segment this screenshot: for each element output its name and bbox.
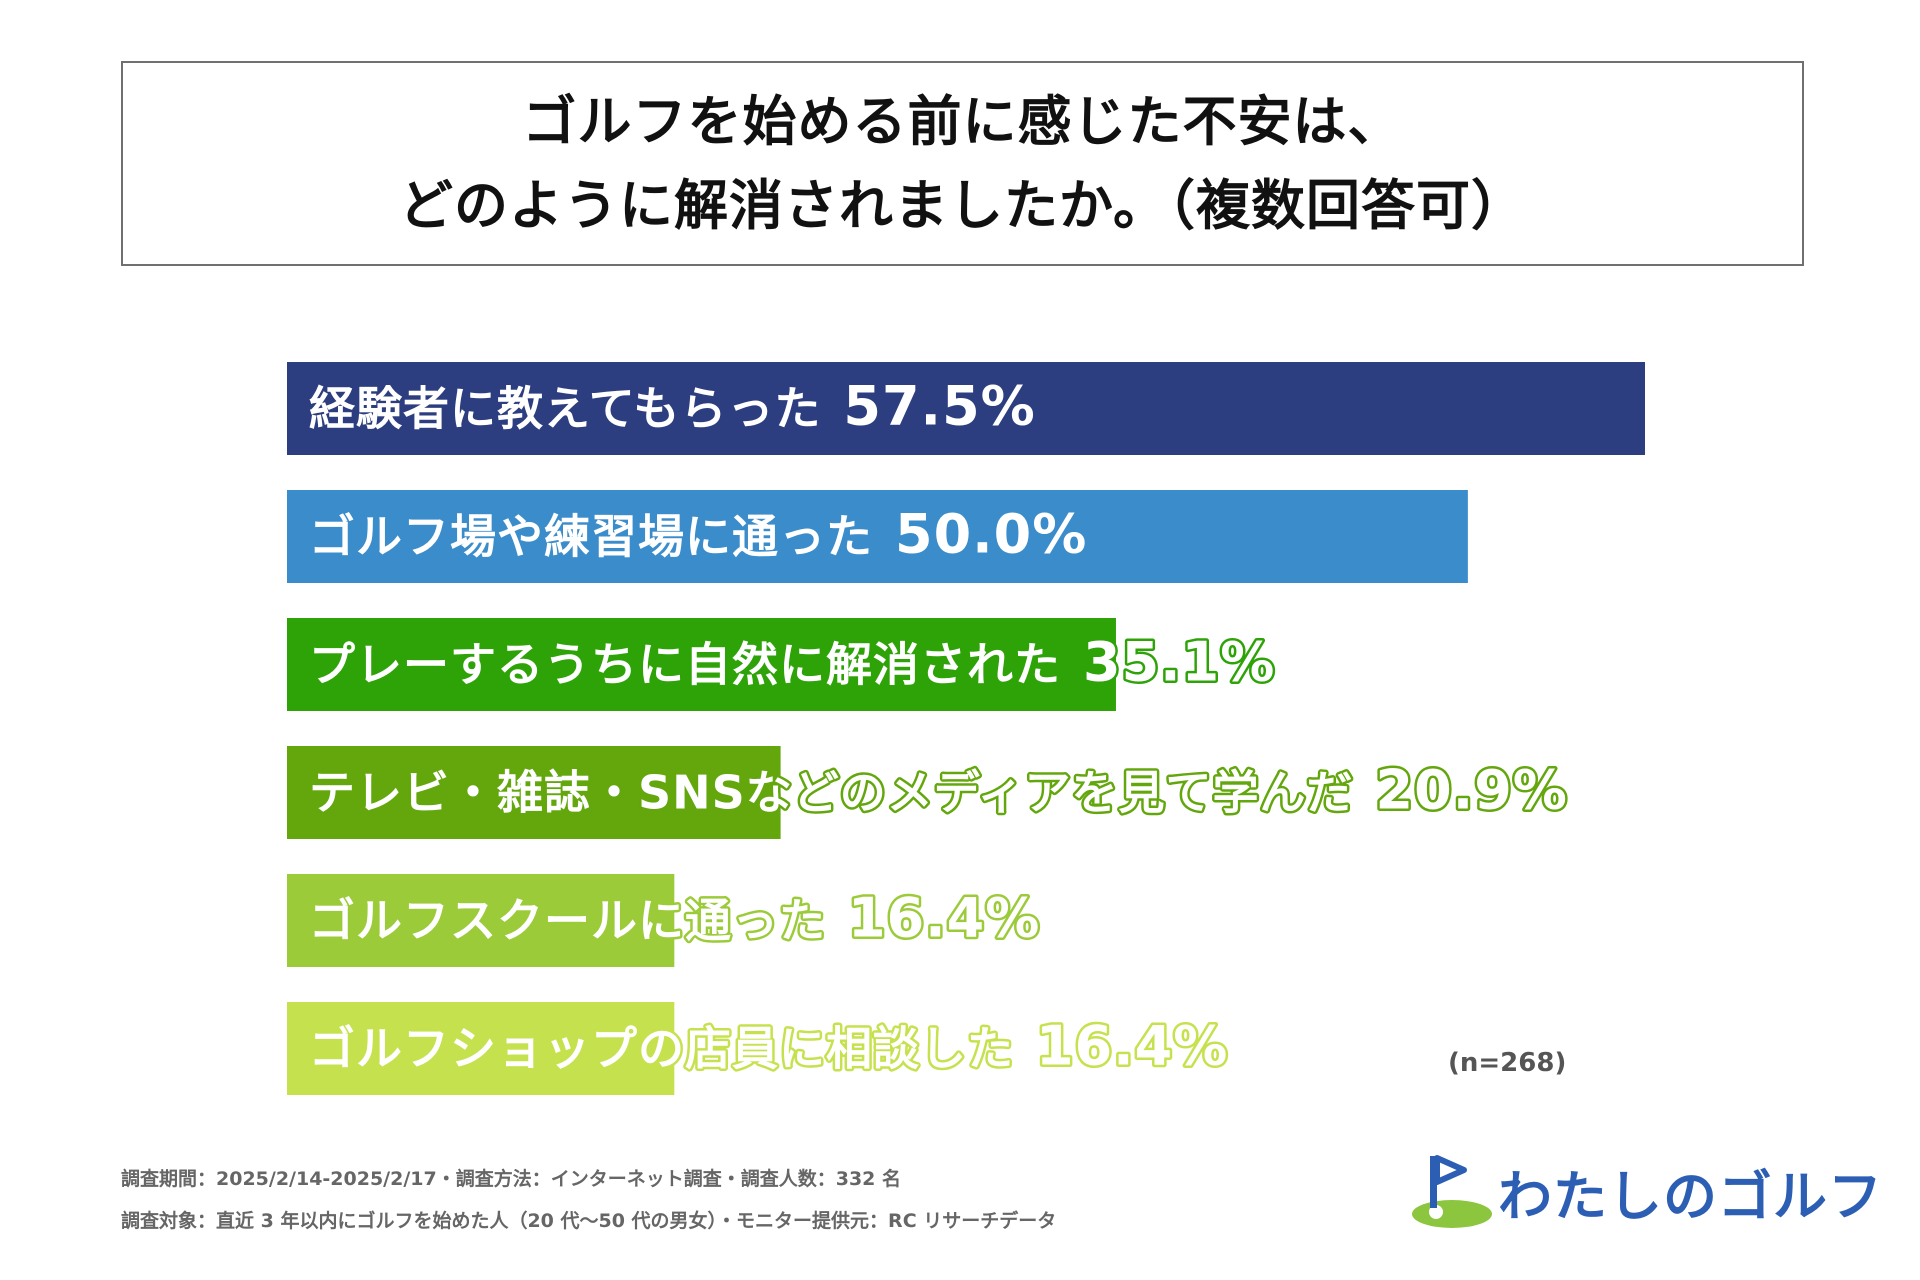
value-label-3: 35.1% bbox=[1083, 631, 1275, 694]
bar-label-5: ゴルフスクールに通った 16.4% bbox=[309, 887, 1040, 950]
brand-logo: わたしのゴルフ bbox=[1406, 1148, 1882, 1232]
value-label-4: 20.9% bbox=[1376, 759, 1568, 822]
bar-label-6: ゴルフショップの店員に相談した 16.4% bbox=[309, 1015, 1228, 1078]
category-label-5: ゴルフスクールに通った bbox=[309, 894, 826, 948]
category-label-2: ゴルフ場や練習場に通った bbox=[309, 510, 873, 564]
title-box: ゴルフを始める前に感じた不安は、 どのように解消されましたか。（複数回答可） bbox=[121, 61, 1804, 266]
bar-label-4: テレビ・雑誌・SNSなどのメディアを見て学んだ 20.9% bbox=[309, 759, 1568, 822]
category-label-4: テレビ・雑誌・SNSなどのメディアを見て学んだ bbox=[309, 766, 1354, 820]
bar-label-3: プレーするうちに自然に解消された 35.1% bbox=[309, 631, 1275, 694]
sample-size-label: (n=268) bbox=[1448, 1048, 1567, 1078]
bar-chart: 経験者に教えてもらった 57.5% ゴルフ場や練習場に通った 50.0% プレーするうち… bbox=[287, 362, 1645, 1095]
value-label-6: 16.4% bbox=[1036, 1015, 1228, 1078]
category-label-1: 経験者に教えてもらった bbox=[309, 382, 821, 436]
title-line-1: ゴルフを始める前に感じた不安は、 bbox=[522, 89, 1403, 153]
bar-label-1: 経験者に教えてもらった 57.5% bbox=[309, 375, 1036, 438]
value-label-2: 50.0% bbox=[895, 503, 1087, 566]
bar-2 bbox=[287, 490, 1468, 583]
golf-flag-icon bbox=[1412, 1155, 1492, 1228]
bar-1 bbox=[287, 362, 1645, 455]
survey-note-line-2: 調査対象：直近 3 年以内にゴルフを始めた人（20 代〜50 代の男女）・モニタ… bbox=[121, 1210, 1057, 1232]
bar-6 bbox=[287, 1002, 675, 1095]
category-label-6: ゴルフショップの店員に相談した bbox=[309, 1022, 1014, 1076]
value-label-1: 57.5% bbox=[843, 375, 1035, 438]
title-line-2: どのように解消されましたか。（複数回答可） bbox=[399, 173, 1526, 237]
survey-notes: 調査期間：2025/2/14-2025/2/17・調査方法：インターネット調査・… bbox=[121, 1158, 1056, 1242]
survey-note-line-1: 調査期間：2025/2/14-2025/2/17・調査方法：インターネット調査・… bbox=[121, 1168, 902, 1190]
bar-4 bbox=[287, 746, 781, 839]
brand-logo-text: わたしのゴルフ bbox=[1498, 1165, 1883, 1228]
bar-5 bbox=[287, 874, 675, 967]
bar-label-2: ゴルフ場や練習場に通った 50.0% bbox=[309, 503, 1087, 566]
bar-3 bbox=[287, 618, 1116, 711]
category-label-3: プレーするうちに自然に解消された bbox=[309, 638, 1061, 692]
value-label-5: 16.4% bbox=[848, 887, 1040, 950]
